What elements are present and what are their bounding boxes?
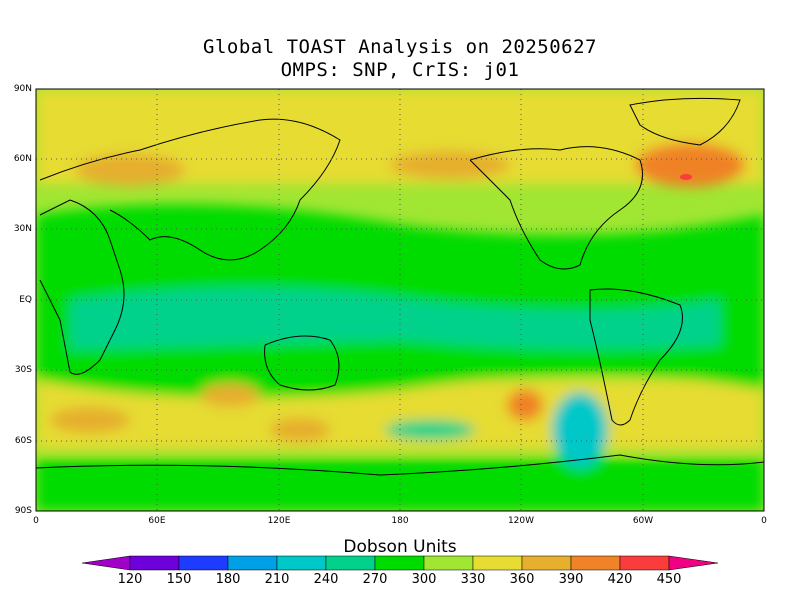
colorbar-level-label: 270 <box>362 572 388 587</box>
lat-label: 30N <box>13 224 32 234</box>
lon-label: 120W <box>507 516 535 526</box>
colorbar-swatch <box>423 555 474 571</box>
lon-label: 180 <box>391 516 409 526</box>
lon-label: 60W <box>632 516 654 526</box>
south-atlantic-high <box>50 407 130 433</box>
colorbar-arrow-high <box>668 555 719 571</box>
colorbar-swatch <box>521 555 572 571</box>
colorbar-level-label: 330 <box>460 572 486 587</box>
lat-label: 90S <box>14 506 32 516</box>
map-title: Global TOAST Analysis on 20250627 <box>203 36 597 58</box>
coast-antarctica <box>36 454 764 476</box>
colorbar-swatch <box>325 555 376 571</box>
siberia-high <box>75 154 185 186</box>
coast-africa <box>39 199 125 375</box>
colorbar-swatch <box>570 555 621 571</box>
tropical-teal-band <box>70 287 720 350</box>
lat-label: 90N <box>13 84 32 94</box>
south-pacific-low <box>552 392 608 468</box>
coast-australia <box>264 335 340 391</box>
lat-label: EQ <box>19 295 32 305</box>
colorbar-level-label: 300 <box>411 572 437 587</box>
colorbar-level-label: 420 <box>607 572 633 587</box>
colorbar-level-label: 450 <box>656 572 682 587</box>
coast-greenland <box>629 97 741 146</box>
coast-north-america <box>469 146 643 270</box>
lon-label: 120E <box>267 516 291 526</box>
colorbar-level-label: 120 <box>117 572 143 587</box>
lat-label: 60S <box>14 436 32 446</box>
colorbar <box>81 555 719 571</box>
map-subtitle: OMPS: SNP, CrIS: j01 <box>280 59 520 81</box>
colorbar-level-label: 390 <box>558 572 584 587</box>
pacific-south-high <box>507 389 543 421</box>
colorbar-swatch <box>374 555 425 571</box>
plot-frame <box>35 88 765 512</box>
lat-lon-grid <box>36 89 764 511</box>
colorbar-level-label: 210 <box>264 572 290 587</box>
colorbar-swatch <box>619 555 670 571</box>
lon-label: 60E <box>148 516 166 526</box>
colorbar-level-label: 180 <box>215 572 241 587</box>
colorbar-swatch <box>227 555 278 571</box>
lat-label: 60N <box>13 154 32 164</box>
colorbar-level-label: 240 <box>313 572 339 587</box>
colorbar-title: Dobson Units <box>343 537 457 557</box>
lon-label: 0 <box>33 516 39 526</box>
pacific-high <box>390 151 510 179</box>
colorbar-swatch <box>178 555 229 571</box>
colorbar-level-label: 150 <box>166 572 192 587</box>
colorbar-swatch <box>276 555 327 571</box>
southern-ocean-teal <box>385 420 475 440</box>
lat-label: 30S <box>14 365 32 375</box>
coast-eurasia <box>39 118 341 261</box>
colorbar-swatch <box>472 555 523 571</box>
lon-label: 0 <box>761 516 767 526</box>
colorbar-arrow-low <box>81 555 131 571</box>
colorbar-level-label: 360 <box>509 572 535 587</box>
atlantic-high <box>635 143 745 187</box>
tasman-high <box>270 418 330 442</box>
indian-high <box>200 383 260 407</box>
colorbar-swatch <box>129 555 180 571</box>
max-core <box>680 174 692 180</box>
